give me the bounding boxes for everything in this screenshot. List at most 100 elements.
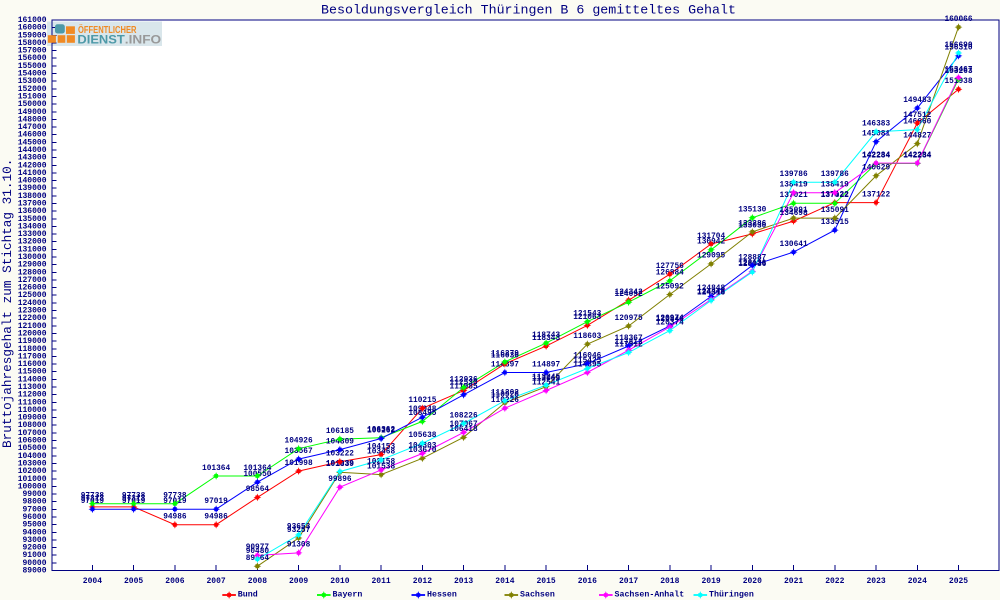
svg-text:DIENST: DIENST <box>77 32 125 46</box>
svg-text:147000: 147000 <box>18 123 47 132</box>
svg-text:124000: 124000 <box>18 299 47 308</box>
svg-text:121000: 121000 <box>18 322 47 331</box>
svg-text:160000: 160000 <box>18 24 47 33</box>
svg-text:Bayern: Bayern <box>333 591 363 600</box>
svg-text:153467: 153467 <box>944 66 972 74</box>
svg-text:119000: 119000 <box>18 337 47 346</box>
svg-text:97000: 97000 <box>22 505 46 514</box>
svg-text:98000: 98000 <box>22 498 46 507</box>
svg-text:124448: 124448 <box>697 288 725 296</box>
svg-text:147512: 147512 <box>903 112 931 120</box>
svg-text:118367: 118367 <box>615 335 643 343</box>
svg-text:144000: 144000 <box>18 146 47 155</box>
svg-text:97738: 97738 <box>81 493 105 501</box>
svg-text:ÖFFENTLICHER: ÖFFENTLICHER <box>78 25 137 36</box>
svg-text:2024: 2024 <box>908 577 927 586</box>
svg-text:142234: 142234 <box>903 152 931 160</box>
svg-text:142284: 142284 <box>862 152 890 160</box>
svg-text:160066: 160066 <box>944 16 972 24</box>
svg-text:148000: 148000 <box>18 115 47 124</box>
svg-text:142000: 142000 <box>18 161 47 170</box>
svg-text:94000: 94000 <box>22 528 46 537</box>
svg-text:149000: 149000 <box>18 108 47 117</box>
svg-text:2020: 2020 <box>743 577 762 586</box>
svg-text:110215: 110215 <box>408 397 436 405</box>
svg-text:106185: 106185 <box>326 428 354 436</box>
svg-text:133286: 133286 <box>738 221 766 229</box>
svg-text:93000: 93000 <box>22 536 46 545</box>
svg-text:137122: 137122 <box>862 191 890 199</box>
svg-text:108000: 108000 <box>18 421 47 430</box>
svg-text:117000: 117000 <box>18 352 47 361</box>
svg-text:104000: 104000 <box>18 452 47 461</box>
svg-text:109000: 109000 <box>18 414 47 423</box>
svg-text:Thüringen: Thüringen <box>709 590 754 600</box>
svg-text:124092: 124092 <box>615 291 643 299</box>
svg-text:Besoldungsvergleich Thüringen: Besoldungsvergleich Thüringen B 6 gemitt… <box>321 3 736 18</box>
svg-text:118343: 118343 <box>532 335 560 343</box>
svg-text:114000: 114000 <box>18 375 47 384</box>
svg-text:91308: 91308 <box>287 542 311 550</box>
svg-text:106000: 106000 <box>18 437 47 446</box>
svg-text:126000: 126000 <box>18 284 47 293</box>
svg-text:125000: 125000 <box>18 291 47 300</box>
svg-text:90000: 90000 <box>22 559 46 568</box>
svg-text:105638: 105638 <box>408 432 436 440</box>
svg-text:152000: 152000 <box>18 85 47 94</box>
svg-text:140629: 140629 <box>862 165 890 173</box>
svg-text:2022: 2022 <box>825 577 844 586</box>
svg-text:93653: 93653 <box>287 524 311 532</box>
svg-text:116279: 116279 <box>491 351 519 359</box>
svg-text:154000: 154000 <box>18 70 47 79</box>
svg-text:106262: 106262 <box>367 427 395 435</box>
svg-text:Bund: Bund <box>238 590 258 600</box>
svg-text:103222: 103222 <box>326 451 354 459</box>
svg-text:Sachsen: Sachsen <box>520 590 555 600</box>
svg-text:140000: 140000 <box>18 177 47 186</box>
svg-text:129000: 129000 <box>18 261 47 270</box>
svg-text:113245: 113245 <box>532 374 560 382</box>
svg-text:110000: 110000 <box>18 406 47 415</box>
svg-text:101364: 101364 <box>243 465 271 473</box>
svg-text:2016: 2016 <box>578 577 597 586</box>
svg-text:97738: 97738 <box>163 493 187 501</box>
svg-text:135130: 135130 <box>738 207 766 215</box>
svg-text:159000: 159000 <box>18 31 47 40</box>
svg-text:122000: 122000 <box>18 314 47 323</box>
svg-text:118743: 118743 <box>532 332 560 340</box>
svg-text:99000: 99000 <box>22 490 46 499</box>
svg-text:145000: 145000 <box>18 138 47 147</box>
svg-text:110928: 110928 <box>491 392 519 400</box>
svg-text:2010: 2010 <box>330 577 349 586</box>
svg-text:2018: 2018 <box>660 577 679 586</box>
svg-text:2017: 2017 <box>619 577 638 586</box>
svg-text:115000: 115000 <box>18 368 47 377</box>
svg-text:99896: 99896 <box>328 476 352 484</box>
svg-text:134000: 134000 <box>18 222 47 231</box>
svg-text:132000: 132000 <box>18 238 47 247</box>
svg-text:103000: 103000 <box>18 460 47 469</box>
svg-text:153263: 153263 <box>944 68 972 76</box>
svg-text:135000: 135000 <box>18 215 47 224</box>
svg-text:108226: 108226 <box>450 412 478 420</box>
svg-text:101998: 101998 <box>285 460 313 468</box>
svg-text:97313: 97313 <box>81 496 105 504</box>
svg-text:91000: 91000 <box>22 551 46 560</box>
svg-text:112000: 112000 <box>18 391 47 400</box>
svg-text:128000: 128000 <box>18 268 47 277</box>
svg-text:101364: 101364 <box>202 465 230 473</box>
svg-text:97019: 97019 <box>204 498 228 506</box>
svg-text:116000: 116000 <box>18 360 47 369</box>
svg-text:155000: 155000 <box>18 62 47 71</box>
svg-text:107000: 107000 <box>18 429 47 438</box>
svg-text:100000: 100000 <box>18 482 47 491</box>
svg-text:106362: 106362 <box>367 427 395 435</box>
svg-text:137000: 137000 <box>18 200 47 209</box>
svg-text:94986: 94986 <box>163 514 187 522</box>
svg-text:135091: 135091 <box>780 207 808 215</box>
svg-text:101000: 101000 <box>18 475 47 484</box>
svg-text:135091: 135091 <box>821 207 849 215</box>
svg-text:112936: 112936 <box>450 376 478 384</box>
svg-text:111202: 111202 <box>491 390 519 398</box>
svg-text:2007: 2007 <box>206 577 225 586</box>
